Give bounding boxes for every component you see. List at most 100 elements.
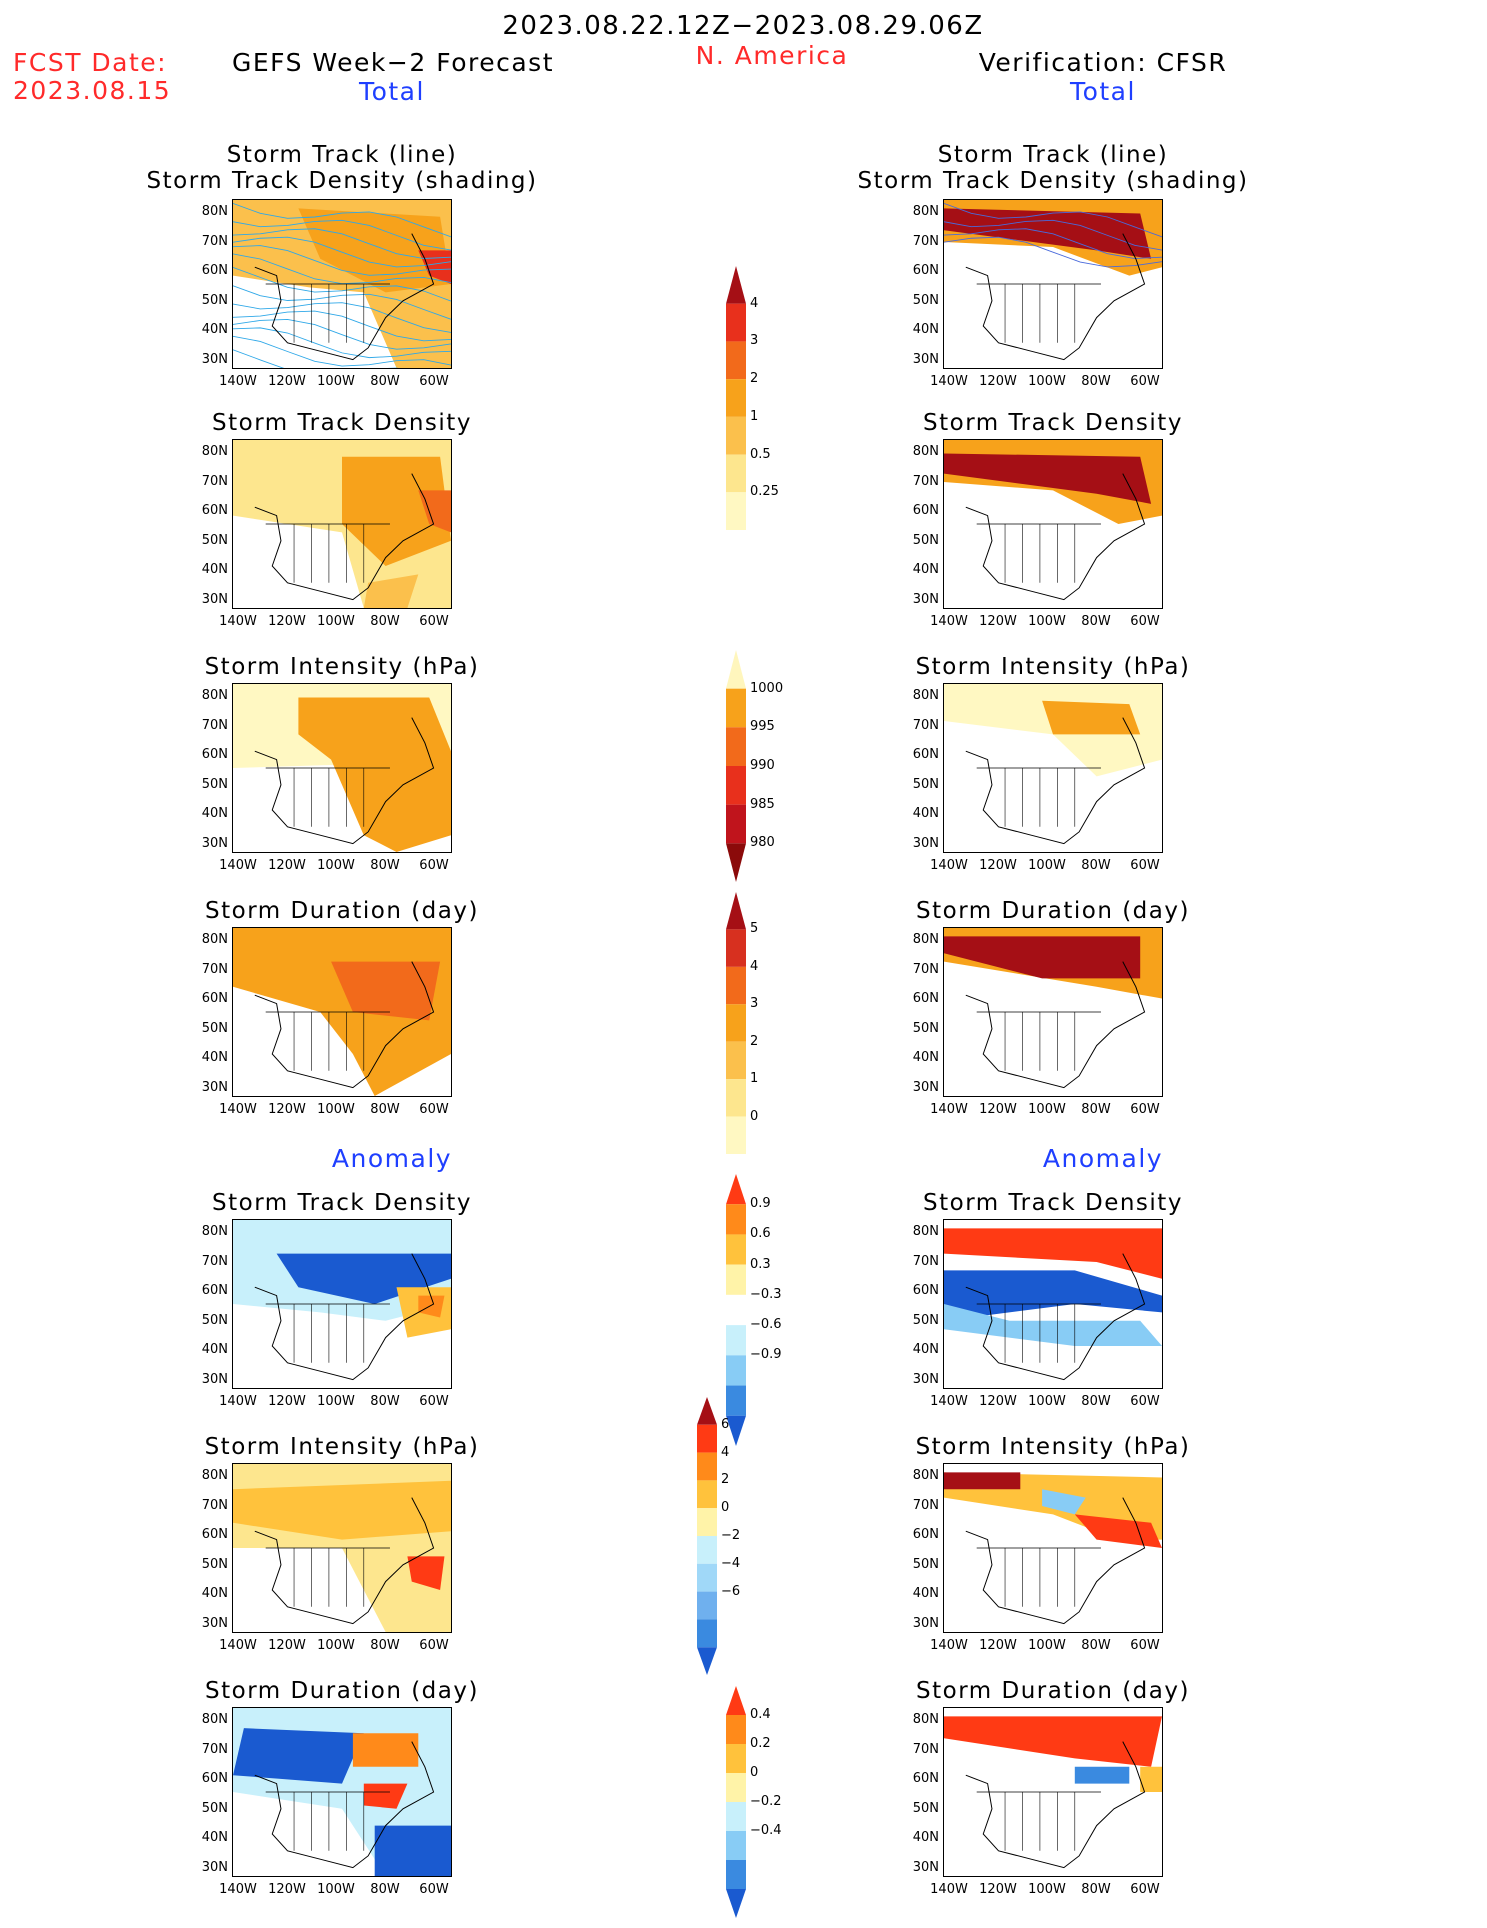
colorbar-segment: [726, 1116, 746, 1154]
latitude-label: 40N: [912, 1830, 939, 1845]
latitude-label: 50N: [912, 776, 939, 792]
ob-track-map: [943, 199, 1163, 369]
latitude-label: 80N: [912, 1224, 939, 1239]
longitude-label: 100W: [317, 858, 355, 873]
latitude-label: 40N: [912, 1050, 939, 1065]
shading-region: [407, 1556, 445, 1590]
storm-track-line: [233, 310, 451, 342]
longitude-label: 140W: [930, 1882, 968, 1897]
latitude-label: 50N: [201, 532, 228, 548]
shading-region: [1074, 1766, 1130, 1784]
storm-track-line: [233, 285, 451, 320]
colorbar-segment: [726, 766, 746, 805]
latitude-label: 30N: [912, 351, 939, 367]
colorbar-segment: [726, 1004, 746, 1042]
longitude-label: 60W: [1130, 614, 1160, 629]
colorbar-segment: [726, 1686, 746, 1715]
longitude-label: 120W: [979, 1102, 1017, 1117]
longitude-label: 100W: [317, 374, 355, 389]
longitude-label: 120W: [979, 858, 1017, 873]
latitude-label: 60N: [201, 1771, 228, 1786]
longitude-label: 120W: [268, 1102, 306, 1117]
longitude-label: 80W: [1081, 1394, 1111, 1409]
shading-region: [418, 490, 451, 533]
longitude-label: 120W: [979, 374, 1017, 389]
latitude-label: 30N: [912, 1615, 939, 1631]
fcst-date-value: 2023.08.15: [13, 76, 172, 105]
longitude-label: 100W: [1028, 1394, 1066, 1409]
colorbar-label: 0.5: [750, 446, 771, 462]
longitude-label: 140W: [219, 1394, 257, 1409]
latitude-label: 60N: [912, 991, 939, 1006]
colorbar-segment: [726, 341, 746, 380]
colorbar-label: −0.9: [750, 1347, 782, 1363]
storm-track-line: [944, 228, 1162, 259]
latitude-label: 50N: [912, 292, 939, 308]
shading-region: [944, 1472, 1021, 1490]
fc-track-map: [232, 199, 452, 369]
colorbar-segment: [726, 727, 746, 766]
storm-track-line: [233, 302, 451, 333]
latitude-label: 40N: [201, 1342, 228, 1357]
latitude-label: 70N: [201, 1741, 228, 1757]
colorbar-label: 2: [750, 1033, 759, 1049]
colorbar-segment: [726, 1802, 746, 1831]
latitude-label: 70N: [201, 473, 228, 489]
colorbar-segment: [697, 1536, 717, 1564]
latitude-label: 30N: [201, 1615, 228, 1631]
shading-region: [374, 1825, 451, 1876]
latitude-label: 70N: [201, 1497, 228, 1513]
latitude-label: 80N: [912, 1712, 939, 1727]
region-title: N. America: [695, 41, 849, 70]
latitude-label: 80N: [201, 204, 228, 219]
coastline: [254, 233, 435, 361]
coastline: [965, 473, 1146, 601]
latitude-label: 50N: [201, 1020, 228, 1036]
colorbar-segment: [726, 1204, 746, 1235]
longitude-label: 100W: [1028, 1102, 1066, 1117]
longitude-label: 80W: [1081, 1102, 1111, 1117]
storm-track-line: [944, 236, 1162, 268]
latitude-label: 70N: [912, 233, 939, 249]
latitude-label: 60N: [201, 503, 228, 518]
colorbar-label: 0.9: [750, 1196, 771, 1212]
colorbar-label: 2: [750, 371, 759, 387]
longitude-label: 60W: [1130, 1102, 1160, 1117]
colorbar-segment: [726, 804, 746, 844]
fc-track-title: Storm Track (line): [226, 142, 458, 168]
longitude-label: 80W: [370, 614, 400, 629]
latitude-label: 50N: [912, 532, 939, 548]
colorbar-segment: [726, 1355, 746, 1386]
fc-density-map: [232, 439, 452, 609]
shading-region: [1074, 1514, 1162, 1548]
storm-track-line: [944, 219, 1162, 251]
longitude-label: 120W: [268, 1394, 306, 1409]
longitude-label: 60W: [1130, 374, 1160, 389]
coastline: [254, 961, 435, 1089]
storm-track-line: [233, 245, 451, 276]
latitude-label: 70N: [912, 473, 939, 489]
latitude-label: 30N: [201, 1859, 228, 1875]
longitude-label: 60W: [419, 1882, 449, 1897]
colorbar-label: 0.25: [750, 484, 779, 500]
coastline: [254, 1253, 435, 1381]
latitude-label: 60N: [201, 1527, 228, 1542]
latitude-label: 60N: [912, 1527, 939, 1542]
colorbar-segment: [697, 1508, 717, 1536]
longitude-label: 140W: [219, 614, 257, 629]
colorbar-segment: [726, 1860, 746, 1889]
shading-region: [233, 1728, 364, 1784]
colorbar-label: 3: [750, 996, 759, 1012]
colorbar-segment: [726, 1715, 746, 1744]
fc-density-anom-title: Storm Track Density: [212, 1190, 472, 1216]
coastline: [965, 233, 1146, 361]
latitude-label: 40N: [912, 322, 939, 337]
colorbar-segment: [726, 1294, 746, 1326]
colorbar-segment: [697, 1591, 717, 1620]
longitude-label: 100W: [1028, 614, 1066, 629]
latitude-label: 40N: [912, 1342, 939, 1357]
latitude-label: 50N: [912, 1312, 939, 1328]
longitude-label: 80W: [370, 1882, 400, 1897]
latitude-label: 30N: [912, 1371, 939, 1387]
latitude-label: 50N: [201, 1800, 228, 1816]
